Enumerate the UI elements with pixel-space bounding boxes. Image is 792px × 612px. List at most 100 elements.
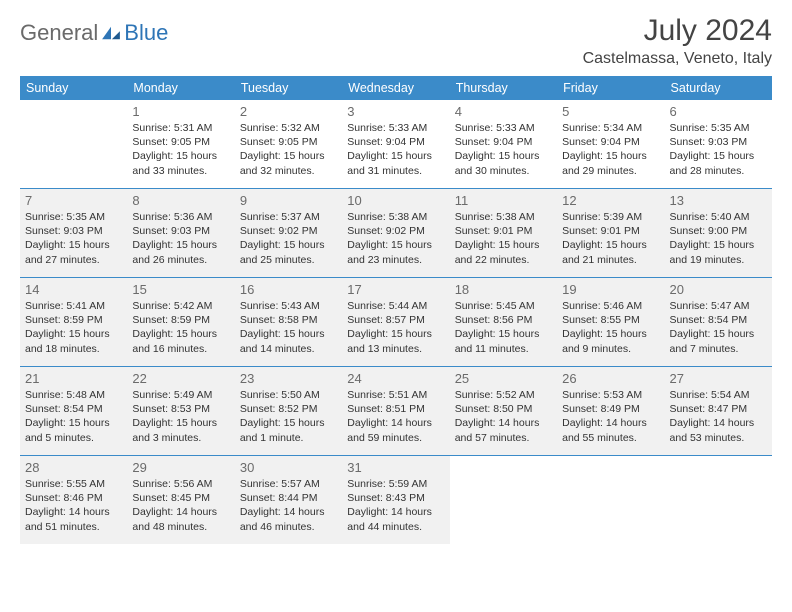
- day-info: Sunrise: 5:35 AMSunset: 9:03 PMDaylight:…: [670, 121, 767, 178]
- day-number: 4: [455, 104, 552, 119]
- day-number: 24: [347, 371, 444, 386]
- day-cell: 5 Sunrise: 5:34 AMSunset: 9:04 PMDaylight…: [557, 100, 664, 188]
- day-info: Sunrise: 5:54 AMSunset: 8:47 PMDaylight:…: [670, 388, 767, 445]
- day-info: Sunrise: 5:31 AMSunset: 9:05 PMDaylight:…: [132, 121, 229, 178]
- day-cell: 14Sunrise: 5:41 AMSunset: 8:59 PMDayligh…: [20, 278, 127, 366]
- day-number: 31: [347, 460, 444, 475]
- day-number: 8: [132, 193, 229, 208]
- day-cell: 17 Sunrise: 5:44 AMSunset: 8:57 PMDayligh…: [342, 278, 449, 366]
- day-info: Sunrise: 5:56 AMSunset: 8:45 PMDaylight:…: [132, 477, 229, 534]
- month-title: July 2024: [583, 14, 772, 48]
- day-number: 27: [670, 371, 767, 386]
- day-cell: 28Sunrise: 5:55 AMSunset: 8:46 PMDayligh…: [20, 456, 127, 544]
- day-cell: 10Sunrise: 5:38 AMSunset: 9:02 PMDayligh…: [342, 189, 449, 277]
- day-cell: 6 Sunrise: 5:35 AMSunset: 9:03 PMDaylight…: [665, 100, 772, 188]
- day-number: 11: [455, 193, 552, 208]
- day-cell: 27 Sunrise: 5:54 AMSunset: 8:47 PMDayligh…: [665, 367, 772, 455]
- day-cell: 4Sunrise: 5:33 AMSunset: 9:04 PMDaylight…: [450, 100, 557, 188]
- day-cell: 21Sunrise: 5:48 AMSunset: 8:54 PMDayligh…: [20, 367, 127, 455]
- day-cell: 8 Sunrise: 5:36 AMSunset: 9:03 PMDaylight…: [127, 189, 234, 277]
- location: Castelmassa, Veneto, Italy: [583, 50, 772, 68]
- day-cell: 24 Sunrise: 5:51 AMSunset: 8:51 PMDayligh…: [342, 367, 449, 455]
- day-cell: 9 Sunrise: 5:37 AMSunset: 9:02 PMDaylight…: [235, 189, 342, 277]
- day-info: Sunrise: 5:57 AMSunset: 8:44 PMDaylight:…: [240, 477, 337, 534]
- day-cell: 23 Sunrise: 5:50 AMSunset: 8:52 PMDayligh…: [235, 367, 342, 455]
- day-info: Sunrise: 5:50 AMSunset: 8:52 PMDaylight:…: [240, 388, 337, 445]
- day-number: 18: [455, 282, 552, 297]
- brand-sail-icon: [100, 25, 122, 41]
- day-info: Sunrise: 5:49 AMSunset: 8:53 PMDaylight:…: [132, 388, 229, 445]
- day-number: 6: [670, 104, 767, 119]
- day-cell: [665, 456, 772, 544]
- week-row: 7 Sunrise: 5:35 AMSunset: 9:03 PMDaylight…: [20, 189, 772, 278]
- day-info: Sunrise: 5:47 AMSunset: 8:54 PMDaylight:…: [670, 299, 767, 356]
- day-number: 5: [562, 104, 659, 119]
- day-info: Sunrise: 5:46 AMSunset: 8:55 PMDaylight:…: [562, 299, 659, 356]
- day-number: 13: [670, 193, 767, 208]
- day-number: 26: [562, 371, 659, 386]
- day-cell: 30 Sunrise: 5:57 AMSunset: 8:44 PMDayligh…: [235, 456, 342, 544]
- day-info: Sunrise: 5:44 AMSunset: 8:57 PMDaylight:…: [347, 299, 444, 356]
- day-number: 29: [132, 460, 229, 475]
- day-info: Sunrise: 5:40 AMSunset: 9:00 PMDaylight:…: [670, 210, 767, 267]
- day-cell: 20 Sunrise: 5:47 AMSunset: 8:54 PMDayligh…: [665, 278, 772, 366]
- day-info: Sunrise: 5:35 AMSunset: 9:03 PMDaylight:…: [25, 210, 122, 267]
- day-info: Sunrise: 5:48 AMSunset: 8:54 PMDaylight:…: [25, 388, 122, 445]
- day-info: Sunrise: 5:51 AMSunset: 8:51 PMDaylight:…: [347, 388, 444, 445]
- day-number: 14: [25, 282, 122, 297]
- day-cell: 22 Sunrise: 5:49 AMSunset: 8:53 PMDayligh…: [127, 367, 234, 455]
- day-info: Sunrise: 5:33 AMSunset: 9:04 PMDaylight:…: [347, 121, 444, 178]
- day-info: Sunrise: 5:34 AMSunset: 9:04 PMDaylight:…: [562, 121, 659, 178]
- day-info: Sunrise: 5:39 AMSunset: 9:01 PMDaylight:…: [562, 210, 659, 267]
- day-number: 28: [25, 460, 122, 475]
- calendar: SundayMondayTuesdayWednesdayThursdayFrid…: [20, 76, 772, 544]
- day-info: Sunrise: 5:45 AMSunset: 8:56 PMDaylight:…: [455, 299, 552, 356]
- weekday-label: Friday: [557, 76, 664, 100]
- day-info: Sunrise: 5:43 AMSunset: 8:58 PMDaylight:…: [240, 299, 337, 356]
- week-row: 21Sunrise: 5:48 AMSunset: 8:54 PMDayligh…: [20, 367, 772, 456]
- weekday-label: Sunday: [20, 76, 127, 100]
- day-number: 3: [347, 104, 444, 119]
- day-cell: 3 Sunrise: 5:33 AMSunset: 9:04 PMDaylight…: [342, 100, 449, 188]
- day-cell: 15Sunrise: 5:42 AMSunset: 8:59 PMDayligh…: [127, 278, 234, 366]
- day-number: 30: [240, 460, 337, 475]
- day-cell: [20, 100, 127, 188]
- day-info: Sunrise: 5:38 AMSunset: 9:01 PMDaylight:…: [455, 210, 552, 267]
- day-cell: 12 Sunrise: 5:39 AMSunset: 9:01 PMDayligh…: [557, 189, 664, 277]
- day-number: 1: [132, 104, 229, 119]
- day-cell: 29 Sunrise: 5:56 AMSunset: 8:45 PMDayligh…: [127, 456, 234, 544]
- week-row: 28Sunrise: 5:55 AMSunset: 8:46 PMDayligh…: [20, 456, 772, 544]
- day-info: Sunrise: 5:36 AMSunset: 9:03 PMDaylight:…: [132, 210, 229, 267]
- day-cell: 1 Sunrise: 5:31 AMSunset: 9:05 PMDaylight…: [127, 100, 234, 188]
- day-cell: 11 Sunrise: 5:38 AMSunset: 9:01 PMDayligh…: [450, 189, 557, 277]
- header: General Blue July 2024 Castelmassa, Vene…: [20, 14, 772, 68]
- day-cell: [450, 456, 557, 544]
- day-number: 23: [240, 371, 337, 386]
- weekday-label: Wednesday: [342, 76, 449, 100]
- day-cell: 16 Sunrise: 5:43 AMSunset: 8:58 PMDayligh…: [235, 278, 342, 366]
- day-number: 16: [240, 282, 337, 297]
- day-number: 25: [455, 371, 552, 386]
- day-info: Sunrise: 5:59 AMSunset: 8:43 PMDaylight:…: [347, 477, 444, 534]
- day-cell: 7 Sunrise: 5:35 AMSunset: 9:03 PMDaylight…: [20, 189, 127, 277]
- brand-logo: General Blue: [20, 14, 168, 46]
- day-number: 9: [240, 193, 337, 208]
- day-number: 12: [562, 193, 659, 208]
- weekday-label: Tuesday: [235, 76, 342, 100]
- day-number: 19: [562, 282, 659, 297]
- day-cell: 19 Sunrise: 5:46 AMSunset: 8:55 PMDayligh…: [557, 278, 664, 366]
- day-number: 17: [347, 282, 444, 297]
- title-block: July 2024 Castelmassa, Veneto, Italy: [583, 14, 772, 68]
- day-cell: 25 Sunrise: 5:52 AMSunset: 8:50 PMDayligh…: [450, 367, 557, 455]
- brand-part2: Blue: [124, 20, 168, 46]
- weekday-label: Thursday: [450, 76, 557, 100]
- day-info: Sunrise: 5:37 AMSunset: 9:02 PMDaylight:…: [240, 210, 337, 267]
- day-number: 7: [25, 193, 122, 208]
- day-number: 22: [132, 371, 229, 386]
- day-number: 10: [347, 193, 444, 208]
- day-info: Sunrise: 5:52 AMSunset: 8:50 PMDaylight:…: [455, 388, 552, 445]
- day-number: 15: [132, 282, 229, 297]
- day-cell: 26Sunrise: 5:53 AMSunset: 8:49 PMDayligh…: [557, 367, 664, 455]
- weekday-header: SundayMondayTuesdayWednesdayThursdayFrid…: [20, 76, 772, 100]
- day-number: 20: [670, 282, 767, 297]
